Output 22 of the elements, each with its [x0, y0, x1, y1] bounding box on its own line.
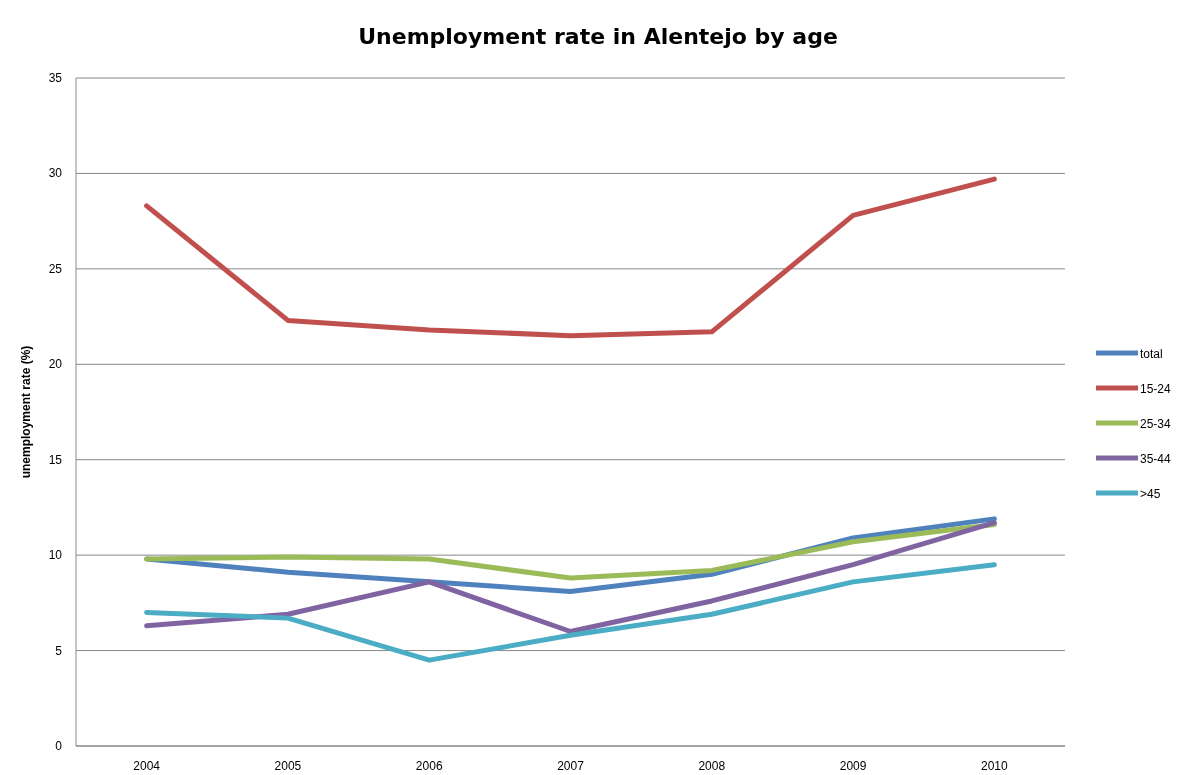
legend-label: 15-24	[1140, 382, 1172, 396]
x-tick-label: 2005	[274, 759, 302, 773]
y-tick-label: 35	[48, 71, 63, 85]
x-tick-label: 2007	[557, 759, 585, 773]
y-tick-label: 15	[48, 452, 63, 467]
x-tick-label: 2008	[698, 759, 726, 773]
y-tick-label: 0	[55, 739, 63, 753]
y-axis-title: unemployment rate (%)	[19, 345, 33, 479]
x-tick-label: 2006	[415, 759, 443, 773]
y-tick-label: 25	[48, 261, 63, 276]
chart-title: Unemployment rate in Alentejo by age	[358, 24, 838, 49]
legend-label: total	[1140, 347, 1163, 361]
y-tick-label: 30	[48, 166, 63, 181]
legend-label: 25-34	[1140, 417, 1172, 431]
y-tick-label: 20	[48, 357, 63, 372]
y-tick-label: 10	[48, 548, 63, 563]
x-tick-label: 2004	[133, 759, 161, 773]
x-tick-label: 2009	[839, 759, 867, 773]
legend-label: 35-44	[1140, 452, 1172, 466]
y-tick-label: 5	[55, 643, 63, 658]
x-tick-label: 2010	[981, 759, 1009, 773]
legend-label: >45	[1140, 487, 1161, 501]
